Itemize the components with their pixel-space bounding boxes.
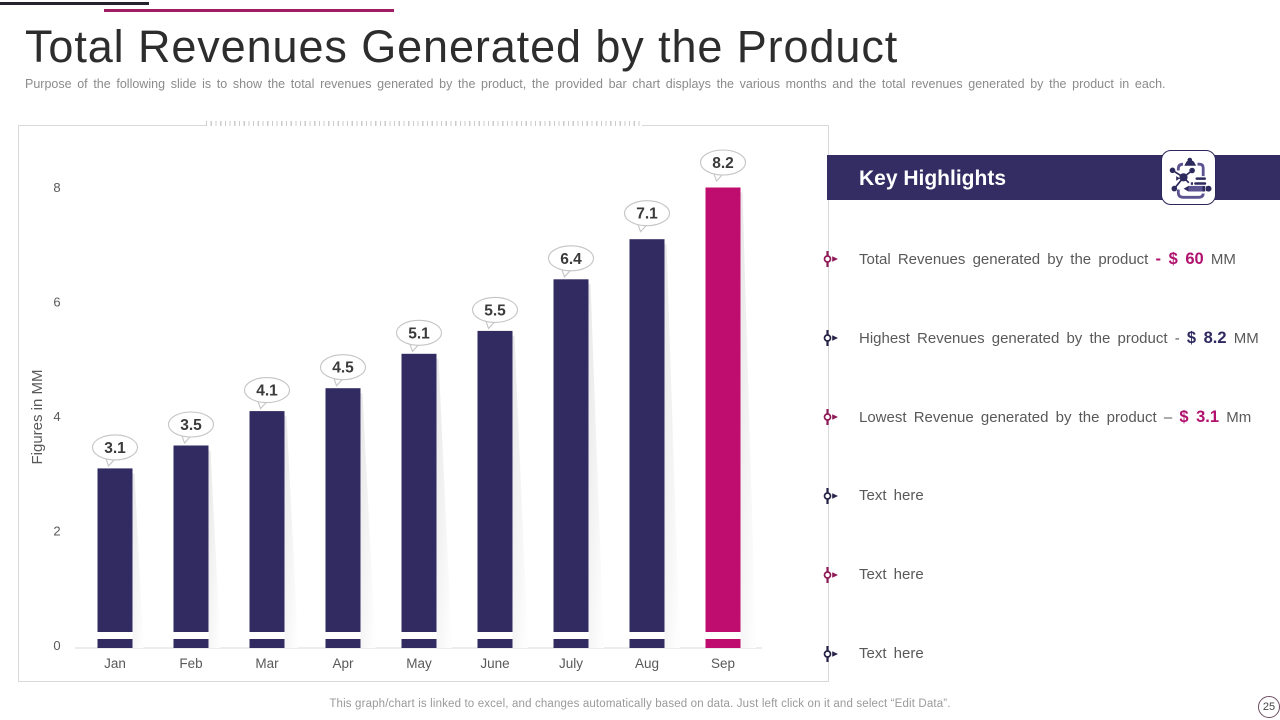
svg-text:4.1: 4.1 xyxy=(256,383,278,400)
svg-text:7.1: 7.1 xyxy=(636,206,658,223)
svg-text:May: May xyxy=(406,656,432,671)
svg-text:8: 8 xyxy=(53,180,60,195)
svg-text:4: 4 xyxy=(53,409,60,424)
svg-text:8.2: 8.2 xyxy=(712,155,734,172)
svg-text:2: 2 xyxy=(53,524,60,539)
svg-text:5.5: 5.5 xyxy=(484,302,506,319)
svg-text:6.4: 6.4 xyxy=(560,251,582,268)
svg-text:Jan: Jan xyxy=(104,656,126,671)
svg-text:Apr: Apr xyxy=(332,656,354,671)
svg-text:Figures in MM: Figures in MM xyxy=(29,369,46,464)
svg-text:4.5: 4.5 xyxy=(332,360,354,377)
svg-text:Mar: Mar xyxy=(255,656,279,671)
svg-text:5.1: 5.1 xyxy=(408,325,430,342)
svg-text:June: June xyxy=(480,656,509,671)
svg-text:Feb: Feb xyxy=(179,656,202,671)
svg-text:July: July xyxy=(559,656,583,671)
svg-text:0: 0 xyxy=(53,638,60,653)
svg-text:6: 6 xyxy=(53,295,60,310)
svg-text:Aug: Aug xyxy=(635,656,659,671)
svg-text:3.5: 3.5 xyxy=(180,417,202,434)
svg-text:Sep: Sep xyxy=(711,656,735,671)
svg-text:3.1: 3.1 xyxy=(104,440,126,457)
